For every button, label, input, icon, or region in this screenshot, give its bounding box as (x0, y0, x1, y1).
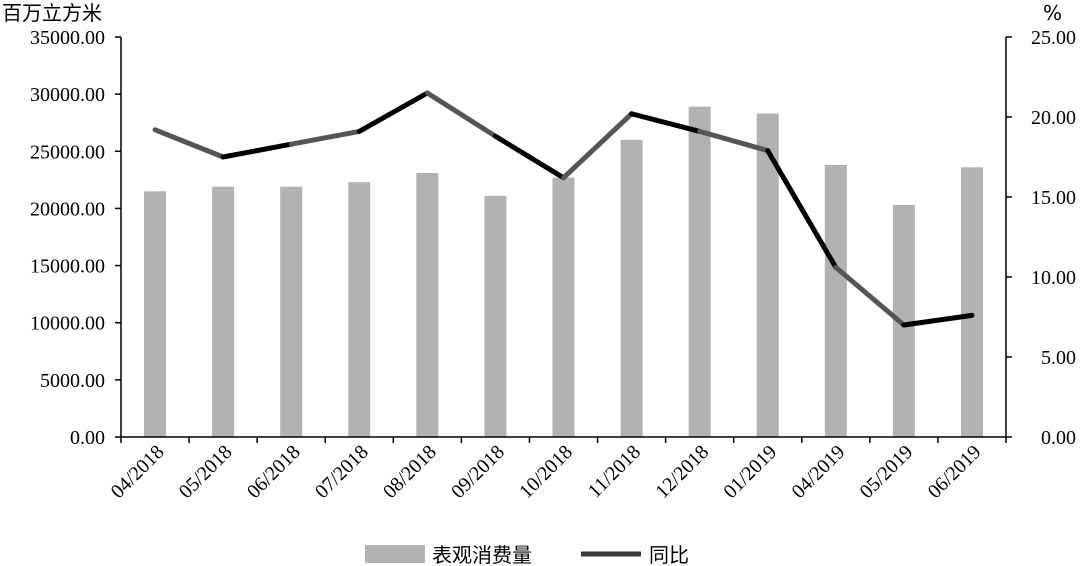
left-tick-label: 25000.00 (30, 141, 105, 163)
x-tick-label: 08/2018 (379, 441, 441, 503)
x-tick-label: 01/2019 (719, 441, 781, 503)
bar-10/2018 (552, 177, 575, 438)
x-tick-label: 09/2018 (447, 441, 509, 503)
line-segment-4 (424, 90, 498, 139)
x-tick-label: 05/2019 (856, 441, 918, 503)
left-axis-ticks: 35000.00 30000.00 25000.00 20000.00 15000.00… (30, 27, 121, 449)
right-tick-label: 5.00 (1041, 347, 1076, 369)
x-tick-label: 11/2018 (584, 441, 645, 502)
left-tick-label: 0.00 (70, 427, 105, 449)
bar-05/2018 (212, 186, 235, 437)
right-tick-label: 0.00 (1041, 427, 1076, 449)
bar-series-consumption (144, 106, 983, 438)
x-tick-label: 06/2019 (924, 441, 986, 503)
right-tick-label: 20.00 (1031, 107, 1076, 129)
legend-bar-swatch (365, 545, 425, 563)
left-axis-unit: 百万立方米 (2, 1, 102, 25)
line-segment-7 (629, 111, 703, 134)
bar-04/2019 (824, 165, 847, 437)
line-series-yoy (152, 90, 975, 328)
x-tick-label: 06/2018 (243, 441, 305, 503)
left-tick-label: 35000.00 (30, 27, 105, 49)
x-tick-label: 12/2018 (651, 441, 713, 503)
bar-11/2018 (620, 139, 643, 437)
bar-06/2019 (960, 167, 983, 438)
x-tick-label: 07/2018 (311, 441, 373, 503)
right-axis-ticks: 25.00 20.00 15.00 10.00 5.00 0.00 (1006, 27, 1076, 449)
legend: 表观消费量 同比 (365, 543, 689, 566)
right-tick-label: 10.00 (1031, 267, 1076, 289)
left-tick-label: 15000.00 (30, 256, 105, 278)
line-segment-5 (492, 133, 566, 181)
line-segment-9 (765, 148, 839, 270)
line-segment-1 (220, 141, 294, 160)
bar-08/2018 (416, 173, 439, 437)
line-segment-0 (152, 127, 226, 160)
legend-line-label: 同比 (649, 543, 689, 566)
bar-01/2019 (756, 113, 779, 438)
bar-06/2018 (280, 186, 303, 437)
legend-bar-label: 表观消费量 (432, 543, 532, 566)
bar-09/2018 (484, 195, 507, 437)
right-tick-label: 25.00 (1031, 27, 1076, 49)
x-axis-ticks: 04/2018 05/2018 06/2018 07/2018 08/2018 09/20… (107, 437, 1007, 503)
left-tick-label: 5000.00 (40, 370, 105, 392)
x-tick-label: 10/2018 (515, 441, 577, 503)
x-tick-label: 04/2019 (787, 441, 849, 503)
line-segment-10 (833, 264, 907, 328)
line-segment-3 (356, 90, 430, 134)
bar-04/2018 (144, 191, 167, 437)
bar-12/2018 (688, 106, 711, 437)
x-tick-label: 04/2018 (107, 441, 169, 503)
line-segment-6 (561, 111, 635, 181)
x-tick-label: 05/2018 (175, 441, 237, 503)
bar-05/2019 (892, 205, 915, 437)
bar-07/2018 (348, 182, 371, 437)
line-segment-8 (697, 128, 771, 154)
left-tick-label: 20000.00 (30, 198, 105, 220)
left-tick-label: 10000.00 (30, 313, 105, 335)
right-tick-label: 15.00 (1031, 187, 1076, 209)
line-segment-11 (901, 312, 975, 328)
right-axis-unit: % (1043, 1, 1062, 25)
line-segment-2 (288, 128, 362, 147)
left-tick-label: 30000.00 (30, 84, 105, 106)
